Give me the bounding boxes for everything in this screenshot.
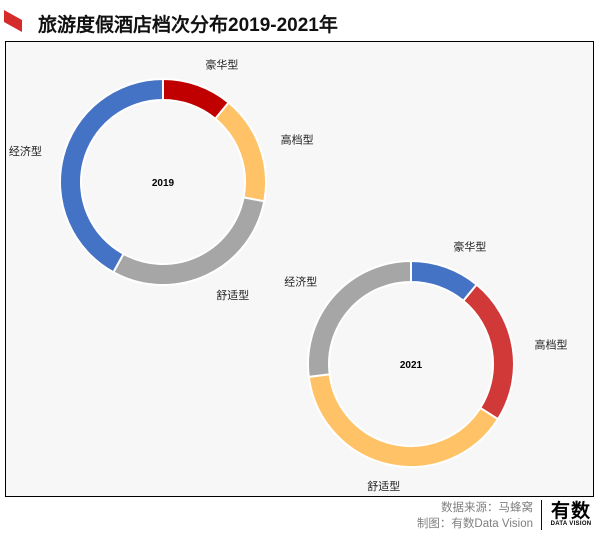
source-text: 数据来源：马蜂窝	[441, 502, 533, 514]
page-title: 旅游度假酒店档次分布2019-2021年	[38, 15, 338, 36]
slice-label-2019-3: 舒适型	[216, 288, 249, 302]
slice-label-2019-1: 豪华型	[205, 57, 238, 71]
donut-slice-2021-3	[307, 373, 500, 468]
center-label-2019: 2019	[152, 178, 175, 189]
donut-slice-2019-4	[59, 77, 164, 274]
donut-slice-2021-2	[461, 283, 515, 421]
header: 旅游度假酒店档次分布2019-2021年	[0, 0, 599, 40]
logo: 有数	[550, 501, 591, 522]
slice-label-2021-3: 舒适型	[367, 479, 400, 493]
slice-label-2021-2: 高档型	[534, 337, 567, 351]
producer-text: 制图：有数Data Vision	[416, 518, 533, 530]
donut-slice-2019-2	[213, 101, 267, 203]
donut-slice-2021-1	[410, 259, 479, 303]
donut-slice-2019-3	[112, 196, 266, 286]
donut-slice-2019-1	[162, 77, 231, 121]
logo-divider	[541, 500, 542, 530]
center-label-2021: 2021	[400, 360, 423, 371]
slice-label-2019-2: 高档型	[281, 133, 314, 147]
chart-panel: 豪华型 高档型 舒适型 经济型 2019 豪华型 高档型 舒适型 经济型 2021	[5, 41, 594, 497]
slice-label-2021-4: 经济型	[284, 274, 317, 288]
logo-subtitle: DATA VISION	[550, 521, 592, 527]
title-accent-icon	[4, 10, 22, 32]
donut-slice-2021-4	[307, 259, 412, 379]
slice-label-2019-4: 经济型	[9, 144, 42, 158]
slice-label-2021-1: 豪华型	[453, 239, 486, 253]
